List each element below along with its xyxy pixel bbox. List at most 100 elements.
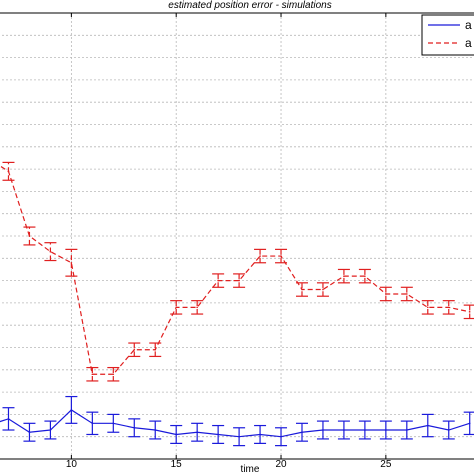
data-point <box>91 373 94 376</box>
grid <box>0 13 474 459</box>
error-bar <box>400 420 413 440</box>
data-point <box>196 431 198 434</box>
data-point <box>280 255 282 257</box>
error-bar <box>316 420 329 440</box>
legend-label-2: a <box>465 36 472 50</box>
data-point <box>91 422 94 425</box>
data-point <box>322 288 324 291</box>
data-point <box>426 306 429 309</box>
data-point <box>385 429 387 431</box>
data-point <box>343 429 345 431</box>
data-point <box>49 429 52 431</box>
data-point <box>322 429 324 431</box>
error-bar <box>128 342 141 358</box>
data-point <box>133 348 136 351</box>
error-bar <box>442 420 455 440</box>
data-point <box>385 293 387 295</box>
data-point <box>28 431 31 434</box>
error-bar <box>379 420 392 440</box>
data-point <box>468 311 471 313</box>
data-point <box>175 306 178 309</box>
error-bar <box>2 407 15 431</box>
data-point <box>7 418 10 420</box>
error-bar <box>421 300 434 315</box>
error-bar <box>149 420 162 440</box>
data-point <box>28 235 31 237</box>
error-bar <box>254 424 267 444</box>
error-bar <box>254 248 267 264</box>
error-bar <box>65 248 78 277</box>
data-point <box>154 348 157 351</box>
data-point <box>49 250 52 253</box>
data-point <box>196 306 198 309</box>
error-bar <box>442 300 455 315</box>
series-2 <box>0 161 474 382</box>
error-bar <box>233 273 246 288</box>
data-point <box>301 288 303 291</box>
error-bar <box>44 420 57 440</box>
error-bar <box>191 422 204 442</box>
chart-title: estimated position error - simulations <box>168 0 331 11</box>
data-point <box>217 433 219 436</box>
data-point <box>364 429 366 431</box>
error-bar <box>23 226 36 246</box>
data-point <box>112 422 115 425</box>
error-bar <box>44 242 57 262</box>
data-point <box>447 429 450 431</box>
x-axis-label: time <box>241 464 260 474</box>
error-bar <box>337 268 350 284</box>
x-ticks: 10 15 20 25 <box>66 13 392 470</box>
error-bar <box>275 427 288 447</box>
data-point <box>364 275 366 277</box>
x-tick-label: 20 <box>275 459 287 470</box>
error-bar <box>400 286 413 302</box>
data-point <box>112 373 115 376</box>
data-point <box>468 422 471 425</box>
error-bar <box>337 420 350 440</box>
data-point <box>343 275 345 277</box>
x-tick-label: 25 <box>380 459 392 470</box>
error-bar <box>107 413 120 433</box>
legend-box <box>421 14 474 56</box>
error-bar <box>379 286 392 302</box>
data-point <box>406 293 408 295</box>
error-bar <box>65 395 78 424</box>
error-bar <box>233 427 246 447</box>
error-bar <box>212 424 225 444</box>
data-point <box>426 424 429 427</box>
data-point <box>280 435 282 438</box>
series-line <box>0 409 470 438</box>
error-bar <box>23 422 36 442</box>
error-bar <box>86 366 99 382</box>
error-bar <box>212 273 225 288</box>
error-bar <box>295 282 308 297</box>
series-1 <box>0 395 474 447</box>
x-tick-label: 10 <box>66 459 78 470</box>
data-point <box>447 306 450 309</box>
error-bar <box>191 300 204 315</box>
legend-label-1: a <box>465 18 472 32</box>
error-bar <box>275 248 288 264</box>
data-point <box>238 279 240 282</box>
data-point <box>175 433 178 436</box>
data-point <box>133 426 136 429</box>
error-bar <box>149 342 162 358</box>
data-point <box>238 435 240 438</box>
data-point <box>70 261 73 264</box>
error-bar <box>358 420 371 440</box>
data-point <box>259 433 261 436</box>
data-point <box>406 429 408 431</box>
x-tick-label: 15 <box>171 459 183 470</box>
data-point <box>154 429 157 431</box>
error-bar <box>128 418 141 438</box>
data-point <box>70 409 73 411</box>
legend: aa <box>421 14 474 56</box>
data-point <box>301 431 303 434</box>
error-bar <box>2 161 15 181</box>
axes-frame <box>0 12 474 460</box>
data-point <box>259 255 261 257</box>
data-point <box>217 279 219 282</box>
error-bar <box>107 366 120 382</box>
series-layer <box>0 161 474 447</box>
